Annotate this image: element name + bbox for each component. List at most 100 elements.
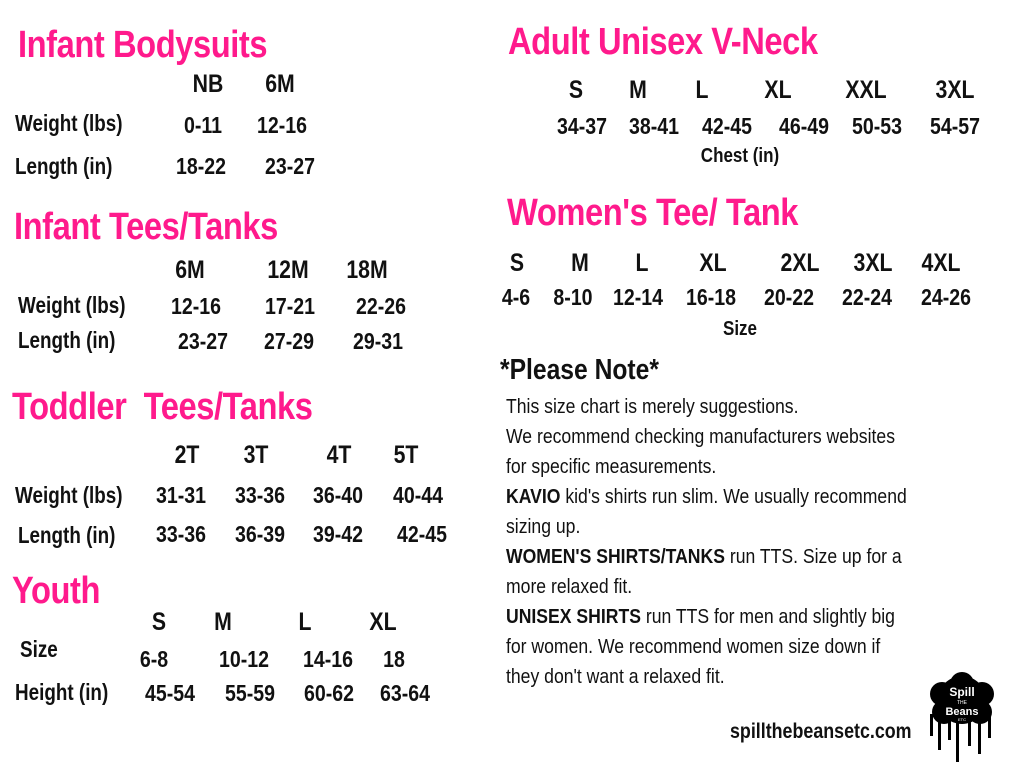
note-line-text: run TTS for men and slightly big [640,606,895,628]
cell: 42-45 [396,521,448,547]
row-label: Weight (lbs) [18,292,126,318]
row-label: Length (in) [15,153,113,179]
cell: 18-22 [175,153,227,179]
size-header: 3T [243,441,269,469]
cell: 23-27 [264,153,316,179]
size-header: 2XL [780,249,820,277]
size-header: 18M [346,256,388,284]
cell: 24-26 [920,284,972,310]
note-line-text: sizing up. [506,516,581,538]
size-header: 6M [265,70,295,98]
size-header: 4XL [921,249,961,277]
size-header: XL [699,249,727,277]
size-header: NB [192,70,224,98]
note-line-text: for specific measurements. [506,456,717,478]
infant-bodysuits-title: Infant Bodysuits [18,24,268,66]
row-label: Length (in) [18,522,116,548]
note-line: UNISEX SHIRTS run TTS for men and slight… [506,606,895,629]
cell: 10-12 [218,646,270,672]
note-line-text: for women. We recommend women size down … [506,636,881,658]
note-line-text: run TTS. Size up for a [724,546,902,568]
cell: 50-53 [851,113,903,139]
cell: 22-26 [355,293,407,319]
row-label: Weight (lbs) [15,482,123,508]
size-header: 2T [174,441,200,469]
size-header: S [151,608,167,636]
cell: 33-36 [155,521,207,547]
cell: 29-31 [352,328,404,354]
row-label: Length (in) [18,327,116,353]
note-line-text: they don't want a relaxed fit. [506,666,725,688]
cell: 4-6 [501,284,531,310]
size-header: M [629,76,647,104]
cell: 60-62 [303,680,355,706]
caption: Size [722,318,758,340]
svg-text:Beans: Beans [945,706,978,718]
toddler-tees-title: Toddler Tees/Tanks [12,386,313,428]
note-line: WOMEN'S SHIRTS/TANKS run TTS. Size up fo… [506,546,902,569]
cell: 63-64 [379,680,431,706]
note-bold: KAVIO [506,486,561,508]
note-line: We recommend checking manufacturers webs… [506,426,895,449]
note-line: more relaxed fit. [506,576,632,599]
note-bold: UNISEX SHIRTS [506,606,641,628]
note-line-text: more relaxed fit. [506,576,633,598]
note-line-text: This size chart is merely suggestions. [506,396,799,418]
cell: 12-14 [612,284,664,310]
svg-text:ETC: ETC [958,717,966,722]
cell: 36-39 [234,521,286,547]
cell: 0-11 [183,112,223,138]
row-label: Height (in) [15,679,109,705]
spill-the-beans-logo: Spill THE Beans ETC [930,672,994,762]
cell: 31-31 [155,482,207,508]
infant-tees-title: Infant Tees/Tanks [14,206,278,248]
cell: 42-45 [701,113,753,139]
note-line: they don't want a relaxed fit. [506,666,725,689]
row-label: Size [20,636,58,662]
size-header: XL [369,608,397,636]
adult-unisex-title: Adult Unisex V-Neck [508,21,818,63]
note-line-text: We recommend checking manufacturers webs… [506,426,896,448]
cell: 39-42 [312,521,364,547]
svg-text:THE: THE [957,700,968,706]
size-header: M [571,249,589,277]
cell: 27-29 [263,328,315,354]
size-header: 12M [267,256,309,284]
cell: 33-36 [234,482,286,508]
size-header: 4T [326,441,352,469]
svg-text:Spill: Spill [949,685,974,699]
size-header: XXL [845,76,887,104]
cell: 8-10 [553,284,593,310]
cell: 20-22 [763,284,815,310]
caption: Chest (in) [700,145,780,167]
cell: 12-16 [170,293,222,319]
cell: 40-44 [392,482,444,508]
note-title: *Please Note* [500,354,659,386]
size-header: S [509,249,525,277]
note-line: This size chart is merely suggestions. [506,396,798,419]
note-line-text: kid's shirts run slim. We usually recomm… [560,486,907,508]
cell: 18 [383,646,405,672]
cell: 46-49 [778,113,830,139]
cell: 14-16 [302,646,354,672]
note-bold: WOMEN'S SHIRTS/TANKS [506,546,725,568]
size-header: L [298,608,312,636]
cell: 36-40 [312,482,364,508]
cell: 45-54 [144,680,196,706]
note-line: for specific measurements. [506,456,716,479]
size-header: L [635,249,649,277]
note-line: for women. We recommend women size down … [506,636,880,659]
cell: 38-41 [628,113,680,139]
size-header: 6M [175,256,205,284]
row-label: Weight (lbs) [15,110,123,136]
cell: 6-8 [139,646,169,672]
cell: 55-59 [224,680,276,706]
womens-tee-title: Women's Tee/ Tank [507,192,799,234]
size-header: L [695,76,709,104]
cell: 34-37 [556,113,608,139]
website-text: spillthebeansetc.com [730,720,912,743]
cell: 54-57 [929,113,981,139]
size-header: 3XL [935,76,975,104]
size-header: M [214,608,232,636]
